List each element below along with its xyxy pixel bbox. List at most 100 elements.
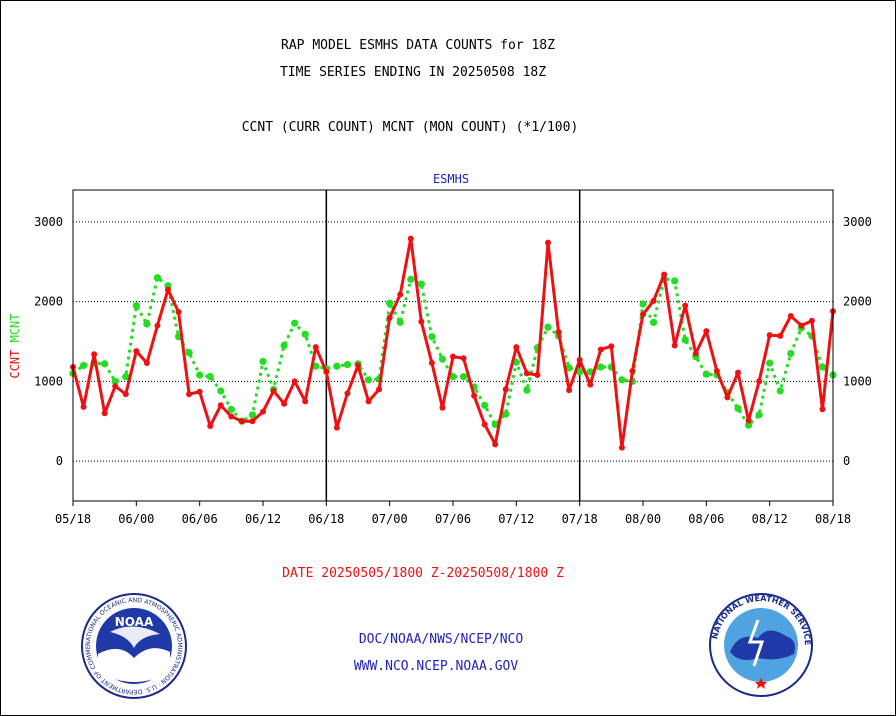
- day-dividers: [325, 190, 581, 501]
- ccnt-point: [640, 311, 646, 318]
- x-tick-label: 06/00: [118, 512, 154, 526]
- ccnt-point: [492, 441, 499, 448]
- y-tick-right-2000: 2000: [843, 295, 872, 309]
- ccnt-point: [587, 381, 594, 388]
- mcnt-point: [618, 376, 626, 384]
- mcnt-point: [396, 318, 404, 326]
- ccnt-point: [270, 387, 277, 394]
- mcnt-point: [776, 387, 784, 395]
- ccnt-point: [112, 383, 119, 390]
- y-label-ccnt: CCNT: [8, 350, 22, 379]
- ccnt-point: [386, 314, 393, 321]
- x-tick-label: 07/00: [372, 512, 408, 526]
- date-range: DATE 20250505/1800 Z-20250508/1800 Z: [282, 566, 564, 581]
- ccnt-point: [650, 297, 657, 304]
- ccnt-point: [618, 444, 625, 451]
- chart-subtitle: CCNT (CURR COUNT) MCNT (MON COUNT) (*1/1…: [241, 120, 579, 135]
- ccnt-point: [249, 418, 256, 425]
- ccnt-point: [365, 398, 372, 405]
- ccnt-point: [80, 403, 87, 410]
- mcnt-point: [565, 364, 573, 372]
- ccnt-point: [671, 342, 678, 349]
- y-axis-label: CCNT MCNT: [8, 313, 22, 378]
- plot-title: ESMHS: [432, 172, 470, 186]
- ccnt-point: [819, 406, 826, 413]
- ccnt-point: [555, 328, 562, 335]
- y-tick-right-3000: 3000: [843, 215, 872, 229]
- ccnt-point: [766, 332, 773, 339]
- ccnt-point: [692, 350, 699, 357]
- y-tick-left-1000: 1000: [34, 374, 63, 388]
- mcnt-point: [787, 349, 795, 358]
- x-tick-label: 06/18: [308, 512, 344, 526]
- mcnt-point: [407, 275, 415, 283]
- ccnt-point: [143, 360, 150, 367]
- mcnt-point: [449, 373, 457, 381]
- mcnt-point: [196, 371, 204, 379]
- mcnt-point: [502, 410, 510, 418]
- y-tick-right-0: 0: [843, 454, 850, 468]
- nws-logo: NATIONAL WEATHER SERVICE: [709, 593, 813, 697]
- ccnt-point: [597, 346, 604, 353]
- mcnt-point: [101, 360, 109, 368]
- mcnt-point: [143, 320, 151, 328]
- chart-title-line1: RAP MODEL ESMHS DATA COUNTS for 18Z: [281, 38, 555, 53]
- ccnt-point: [228, 413, 235, 420]
- mcnt-point: [343, 361, 352, 369]
- ccnt-point: [376, 386, 383, 393]
- ccnt-point: [545, 239, 551, 246]
- noaa-logo: NOAA NATIONAL OCEANIC AND ATMOSPHERIC AD…: [80, 592, 187, 699]
- ccnt-point: [291, 378, 298, 385]
- x-tick-label: 08/06: [688, 512, 724, 526]
- mcnt-point: [544, 323, 552, 331]
- ccnt-line: [71, 237, 835, 450]
- ccnt-point: [745, 417, 752, 424]
- ccnt-point: [808, 317, 815, 324]
- ccnt-point: [312, 344, 319, 351]
- mcnt-point: [681, 336, 689, 344]
- y-tick-left-0: 0: [56, 454, 63, 468]
- ccnt-point: [397, 291, 404, 298]
- ccnt-point: [777, 332, 784, 339]
- x-tick-label: 07/12: [498, 512, 534, 526]
- mcnt-point: [417, 280, 425, 288]
- mcnt-point: [79, 361, 88, 370]
- ccnt-point: [196, 388, 203, 395]
- ccnt-point: [101, 410, 108, 417]
- mcnt-point: [364, 376, 373, 384]
- mcnt-point: [227, 405, 235, 413]
- y-tick-left-3000: 3000: [34, 215, 63, 229]
- mcnt-point: [132, 302, 140, 310]
- mcnt-point: [734, 404, 742, 413]
- ccnt-point: [175, 309, 182, 316]
- ccnt-point: [207, 423, 214, 430]
- ccnt-point: [439, 404, 446, 411]
- mcnt-point: [639, 300, 647, 308]
- ccnt-point: [154, 322, 161, 329]
- x-tick-label: 06/06: [182, 512, 218, 526]
- ccnt-point: [133, 348, 140, 355]
- ccnt-point: [735, 369, 741, 376]
- mcnt-point: [111, 377, 119, 385]
- x-tick-label: 06/12: [245, 512, 281, 526]
- mcnt-point: [744, 421, 753, 429]
- ccnt-point: [481, 421, 488, 428]
- ccnt-point: [122, 391, 129, 398]
- x-tick-label: 08/00: [625, 512, 661, 526]
- mcnt-point: [649, 318, 658, 326]
- ccnt-point: [428, 360, 435, 367]
- mcnt-point: [312, 362, 320, 370]
- y-label-mcnt: MCNT: [8, 313, 22, 342]
- mcnt-point: [702, 370, 710, 378]
- ccnt-point: [608, 343, 615, 350]
- org-label: DOC/NOAA/NWS/NCEP/NCO: [358, 632, 524, 647]
- mcnt-point: [459, 373, 468, 381]
- ccnt-point: [502, 386, 509, 393]
- mcnt-point: [597, 363, 605, 371]
- ccnt-point: [661, 271, 668, 278]
- ccnt-point: [238, 418, 245, 425]
- website-label: WWW.NCO.NCEP.NOAA.GOV: [353, 659, 519, 674]
- ccnt-point: [281, 400, 288, 407]
- ccnt-point: [798, 322, 805, 329]
